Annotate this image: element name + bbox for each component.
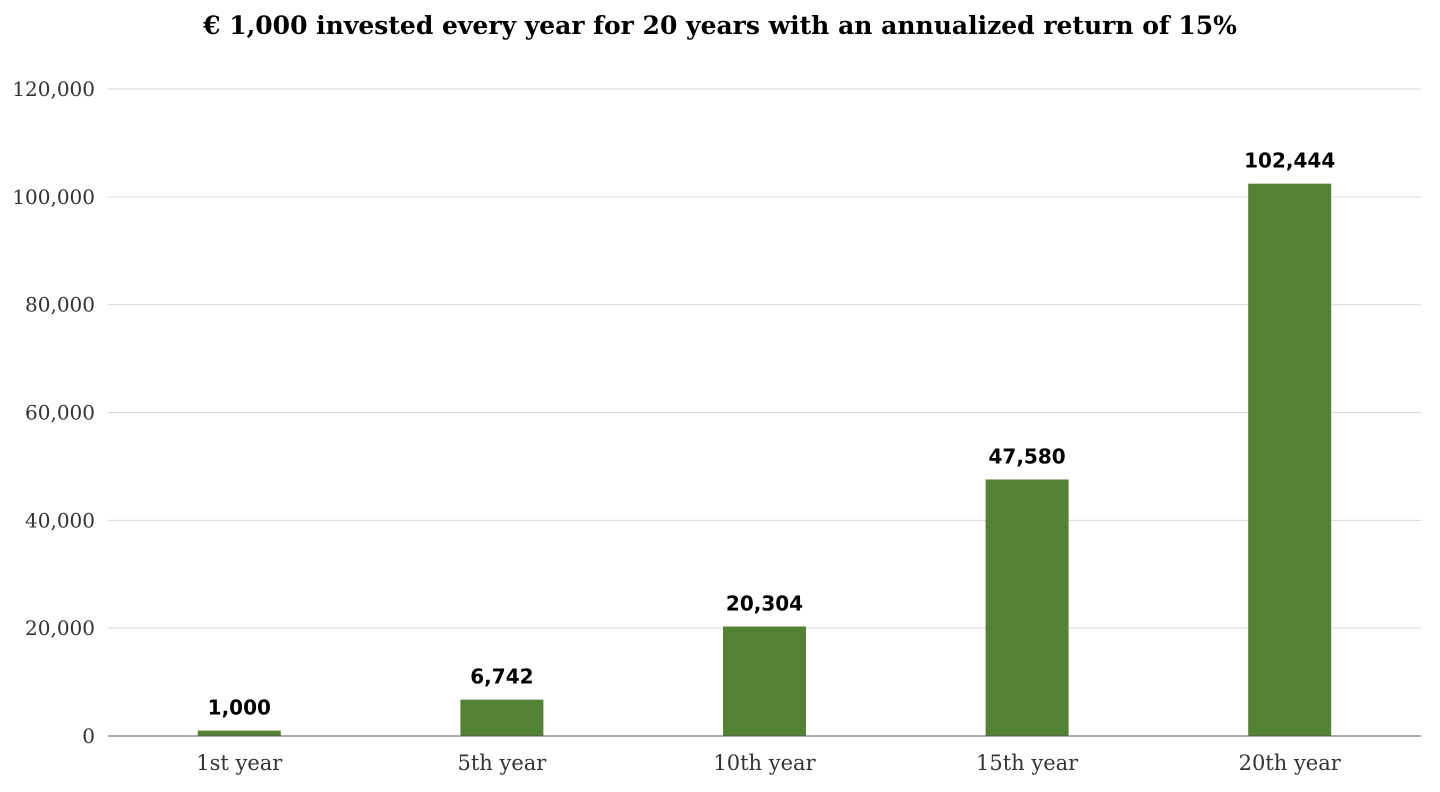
gridlines [108, 88, 1421, 629]
x-tick-label: 15th year [976, 751, 1079, 775]
data-label: 102,444 [1244, 149, 1335, 173]
data-labels: 1,000 6,742 20,304 47,580 102,444 [208, 149, 1336, 720]
x-axis-tick-labels: 1st year 5th year 10th year 15th year 20th y… [196, 751, 1342, 775]
x-tick-label: 10th year [713, 751, 816, 775]
x-tick-label: 1st year [196, 751, 283, 775]
bars [197, 183, 1332, 736]
y-tick-label: 0 [82, 724, 95, 748]
data-label: 6,742 [470, 665, 533, 689]
x-tick-label: 5th year [457, 751, 547, 775]
bar [1248, 183, 1332, 736]
y-tick-label: 100,000 [12, 185, 95, 209]
bar [197, 730, 281, 736]
data-label: 47,580 [989, 444, 1066, 468]
bar [723, 626, 806, 736]
bar [985, 479, 1069, 736]
y-tick-label: 20,000 [25, 616, 95, 640]
chart-title: € 1,000 invested every year for 20 years… [202, 11, 1237, 40]
x-tick-label: 20th year [1239, 751, 1342, 775]
data-label: 1,000 [208, 696, 271, 720]
y-tick-label: 60,000 [25, 401, 95, 425]
data-label: 20,304 [726, 592, 803, 616]
y-axis-tick-labels: 0 20,000 40,000 60,000 80,000 100,000 120,000 [12, 77, 95, 748]
y-tick-label: 80,000 [25, 293, 95, 317]
y-tick-label: 120,000 [12, 77, 95, 101]
y-tick-label: 40,000 [25, 508, 95, 532]
bar [460, 699, 544, 736]
